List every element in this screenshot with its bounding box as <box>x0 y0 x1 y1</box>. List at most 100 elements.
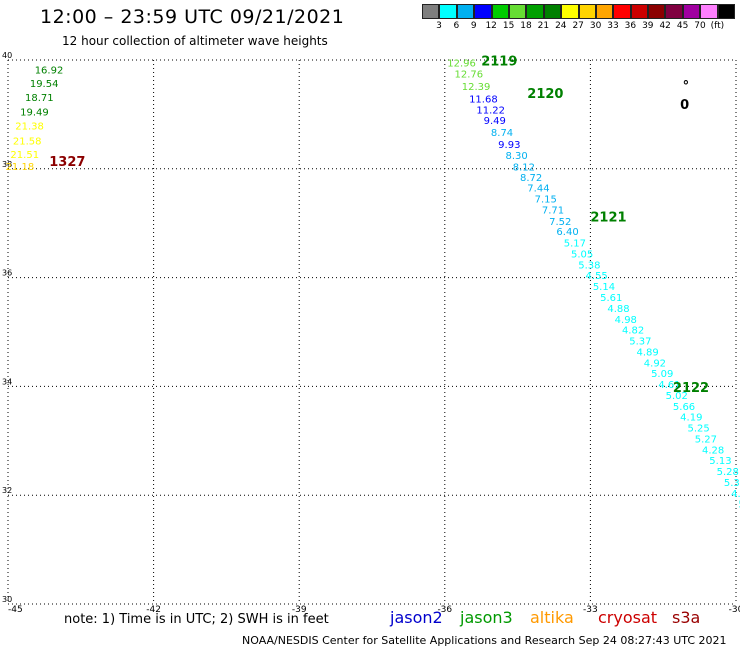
wave-height-label: 8.12 <box>513 162 535 173</box>
track-time-label: 0 <box>680 98 689 113</box>
wave-height-label: 8.30 <box>505 151 527 162</box>
wave-height-label: 18.71 <box>25 93 54 104</box>
y-tick-label: 32 <box>2 486 12 495</box>
color-tick-label: 70 <box>694 21 706 31</box>
track-time-label: 2122 <box>673 381 709 396</box>
wave-height-label: 4.82 <box>622 326 644 337</box>
color-scale-bar <box>422 4 736 19</box>
y-tick-label: 30 <box>2 595 12 604</box>
wave-height-label: 6.40 <box>556 227 578 238</box>
wave-height-label: 19.49 <box>20 107 49 118</box>
satellite-altika: altika <box>530 608 574 627</box>
wave-height-label: 5.27 <box>695 434 717 445</box>
color-swatch <box>561 4 579 19</box>
color-swatch <box>474 4 492 19</box>
color-swatch <box>595 4 614 19</box>
y-tick-label: 38 <box>2 160 12 169</box>
wave-height-label: 5.02 <box>666 391 688 402</box>
y-tick-label: 40 <box>2 51 12 60</box>
color-swatch <box>456 4 475 19</box>
color-tick-label: 42 <box>659 21 671 31</box>
x-tick-label: -42 <box>146 605 161 615</box>
x-tick-label: -33 <box>583 605 598 615</box>
color-swatch <box>526 4 544 19</box>
wave-height-label: 4.88 <box>607 304 629 315</box>
color-swatch <box>613 4 631 19</box>
satellite-jason2: jason2 <box>390 608 443 627</box>
color-swatch <box>682 4 701 19</box>
wave-height-label: 4.92 <box>644 358 666 369</box>
wave-height-label: 16.92 <box>35 66 64 77</box>
wave-height-label: 21.58 <box>13 136 42 147</box>
chart-title: 12:00 – 23:59 UTC 09/21/2021 <box>40 6 345 28</box>
wave-height-label: 5.61 <box>600 293 622 304</box>
color-tick-label: 9 <box>470 21 477 31</box>
wave-height-label: 21.51 <box>10 150 39 161</box>
color-swatch <box>665 4 683 19</box>
footnote: note: 1) Time is in UTC; 2) SWH is in fe… <box>64 612 329 627</box>
wave-height-label: 7.44 <box>527 184 549 195</box>
color-tick-label: 6 <box>453 21 460 31</box>
wave-height-label: 5.39 <box>724 478 740 489</box>
color-tick-label: (ft) <box>710 21 725 31</box>
wave-height-label: 5.66 <box>673 402 695 413</box>
color-tick-label: 12 <box>485 21 497 31</box>
wave-height-label: 4.89 <box>637 347 659 358</box>
wave-height-label: 21.18 <box>6 162 35 173</box>
color-tick-label: 3 <box>436 21 442 31</box>
color-swatch <box>648 4 666 19</box>
track-time-label: 2119 <box>481 54 517 69</box>
wave-height-label: 7.52 <box>549 217 571 228</box>
color-swatch <box>543 4 562 19</box>
color-tick-label: 33 <box>607 21 619 31</box>
wave-height-label: 5.05 <box>571 249 593 260</box>
color-tick-label: 36 <box>624 21 637 31</box>
wave-height-label: 8.72 <box>520 173 542 184</box>
wave-height-label: 5.14 <box>593 282 615 293</box>
color-swatch <box>422 4 440 19</box>
x-tick-label: -36 <box>437 605 452 615</box>
track-time-label: 2121 <box>590 211 626 226</box>
color-tick-label: 18 <box>520 21 532 31</box>
wave-height-label: 21.38 <box>15 122 44 133</box>
wave-height-label: 5.37 <box>629 337 651 348</box>
wave-height-label: 4.28 <box>702 445 724 456</box>
x-tick-label: -39 <box>292 605 307 615</box>
wave-height-label: 5.17 <box>564 239 586 250</box>
wave-height-label: 4.19 <box>680 413 702 424</box>
satellite-jason3: jason3 <box>460 608 513 627</box>
color-tick-label: 45 <box>676 21 689 31</box>
wave-height-label: 12.96 <box>447 59 476 70</box>
wave-height-label: 7.15 <box>535 195 557 206</box>
color-swatch <box>630 4 649 19</box>
wave-height-label: 4.71 <box>731 489 740 500</box>
color-swatch <box>508 4 527 19</box>
wave-height-label: 12.76 <box>455 69 484 80</box>
y-tick-label: 34 <box>2 377 12 386</box>
x-tick-label: -45 <box>8 605 23 615</box>
wave-height-label: 4.55 <box>586 271 608 282</box>
wave-height-label: 8.74 <box>491 128 513 139</box>
wave-height-label: 7.71 <box>542 205 564 216</box>
satellite-s3a: s3a <box>672 608 701 627</box>
color-swatch <box>578 4 596 19</box>
color-swatch <box>439 4 457 19</box>
color-swatch <box>717 4 736 19</box>
color-swatch <box>700 4 718 19</box>
wave-height-label: 12.39 <box>462 82 491 93</box>
color-swatch <box>491 4 509 19</box>
color-tick-label: 21 <box>537 21 550 31</box>
color-tick-label: 15 <box>502 21 515 31</box>
track-time-label: ° <box>683 79 690 94</box>
wave-height-label: 5.13 <box>709 456 731 467</box>
chart-subtitle: 12 hour collection of altimeter wave hei… <box>62 34 328 48</box>
wave-height-label: 5.25 <box>687 424 709 435</box>
y-tick-label: 36 <box>2 269 12 278</box>
wave-height-label: 9.93 <box>498 140 520 151</box>
color-tick-label: 27 <box>572 21 584 31</box>
wave-height-label: 5.28 <box>717 467 739 478</box>
wave-height-label: 5.01 <box>738 500 740 511</box>
track-time-label: 1327 <box>49 155 85 170</box>
track-time-label: 2120 <box>527 87 563 102</box>
